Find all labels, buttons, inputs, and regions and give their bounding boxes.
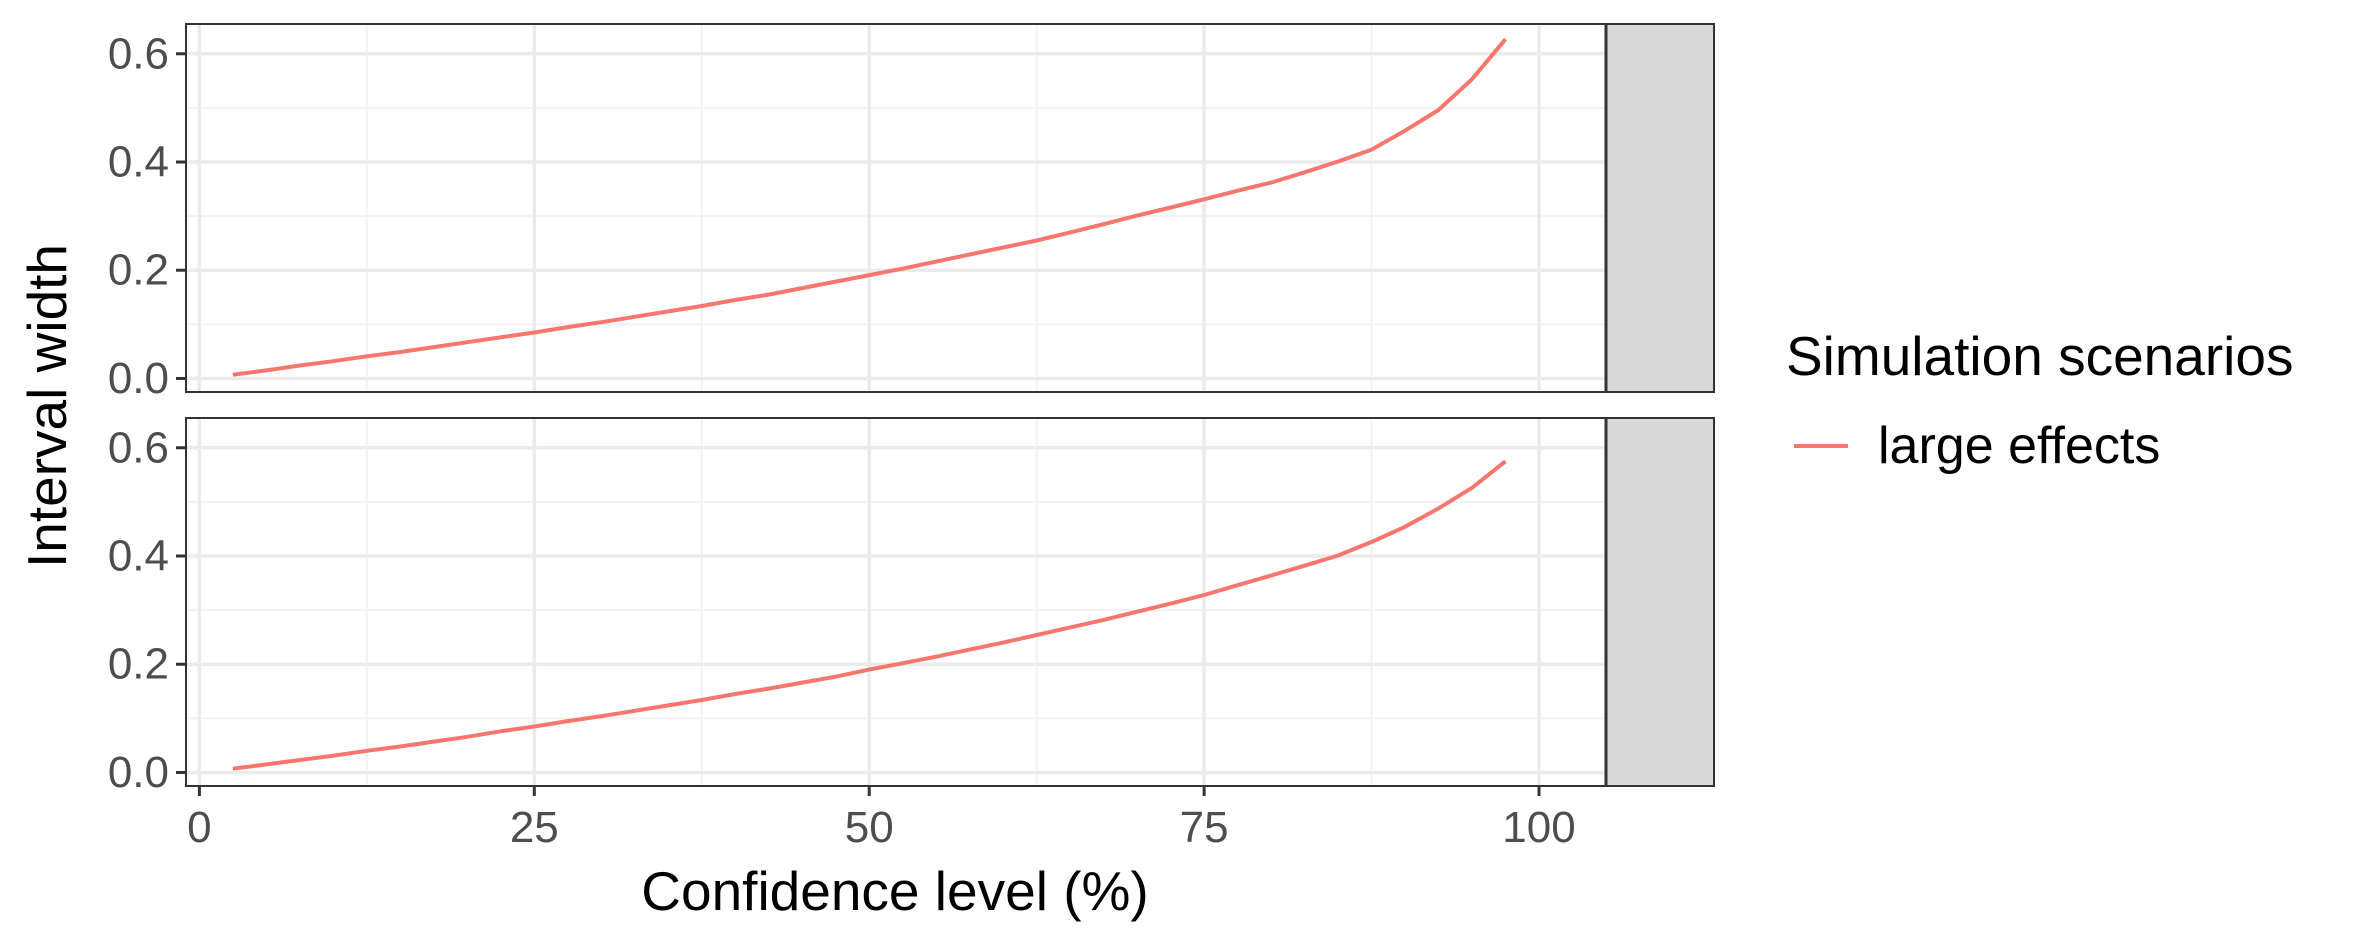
y-tick-label: 0.2	[108, 640, 169, 689]
facet-panels: ICP0.00.20.40.6Mondrian ICP0.00.20.40.6	[108, 24, 1714, 804]
y-tick-label: 0.2	[108, 246, 169, 295]
panel-background	[186, 24, 1606, 392]
panel-background	[186, 418, 1606, 786]
x-tick-label: 25	[510, 803, 559, 852]
x-tick-label: 75	[1180, 803, 1229, 852]
x-axis-title: Confidence level (%)	[641, 860, 1148, 922]
y-tick-label: 0.6	[108, 29, 169, 78]
y-tick-label: 0.6	[108, 423, 169, 472]
panel-1: ICP0.00.20.40.6	[108, 24, 1714, 403]
y-axis-title: Interval width	[16, 244, 78, 568]
y-tick-label: 0.4	[108, 532, 169, 581]
legend-title: Simulation scenarios	[1786, 325, 2293, 387]
legend: Simulation scenarios large effects	[1786, 325, 2293, 475]
x-axis: 0 25 50 75 100	[187, 786, 1576, 852]
x-tick-label: 100	[1502, 803, 1575, 852]
facet-strip-background	[1606, 418, 1714, 786]
facet-strip-background	[1606, 24, 1714, 392]
panel-2: Mondrian ICP0.00.20.40.6	[108, 400, 1714, 804]
y-tick-label: 0.4	[108, 138, 169, 187]
legend-entry-large-effects: large effects	[1878, 417, 2160, 475]
y-tick-label: 0.0	[108, 354, 169, 403]
x-tick-label: 50	[845, 803, 894, 852]
x-tick-label: 0	[187, 803, 211, 852]
y-tick-label: 0.0	[108, 748, 169, 797]
